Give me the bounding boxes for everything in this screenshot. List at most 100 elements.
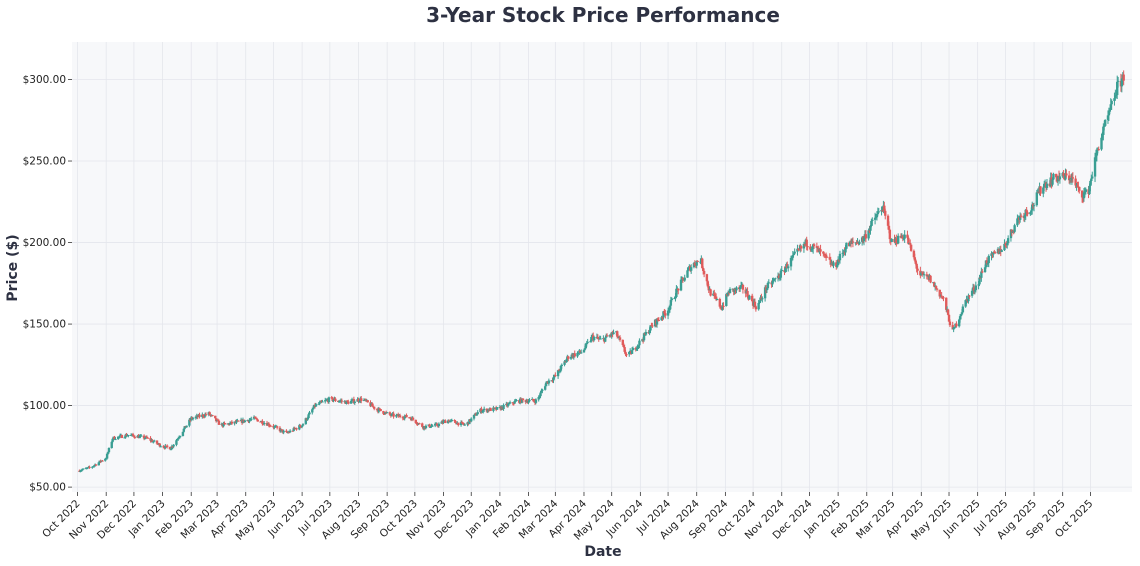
candle — [750, 293, 754, 303]
candle — [851, 237, 855, 248]
candle-body — [774, 278, 777, 280]
candle — [327, 396, 331, 404]
candle — [567, 355, 570, 362]
candle — [835, 260, 838, 270]
candle-body — [953, 327, 956, 329]
candle-body — [718, 298, 722, 307]
candle-body — [421, 423, 424, 427]
candle-body — [618, 337, 622, 340]
candle — [435, 422, 439, 427]
candle-body — [415, 422, 418, 424]
candle-body — [961, 306, 965, 313]
candle-body — [317, 403, 320, 405]
candle-body — [162, 446, 165, 448]
candle — [1043, 180, 1046, 191]
candle-body — [1120, 78, 1124, 87]
candle-body — [185, 425, 188, 428]
candle — [1035, 189, 1039, 207]
candle-body — [155, 440, 159, 444]
candle — [554, 372, 557, 377]
candle-body — [528, 399, 531, 402]
candle — [392, 411, 395, 419]
candle — [463, 423, 466, 426]
candle-body — [382, 411, 385, 414]
candle-body — [262, 423, 265, 425]
candle — [959, 313, 963, 320]
candle-body — [972, 287, 976, 291]
candle — [1082, 188, 1086, 202]
candle-body — [537, 396, 540, 400]
candle-body — [625, 354, 628, 356]
candle-body — [1024, 209, 1027, 215]
candle-body — [299, 426, 303, 428]
candle — [748, 294, 751, 300]
candle-body — [638, 340, 641, 346]
candle-body — [874, 217, 878, 219]
candle-body — [178, 437, 181, 439]
candle-body — [243, 420, 247, 423]
candle-body — [198, 414, 201, 417]
candle-body — [655, 318, 659, 325]
candle-body — [805, 239, 808, 247]
candle-body — [884, 210, 887, 216]
candle — [480, 406, 483, 414]
candle-body — [306, 417, 309, 420]
candle-body — [350, 399, 354, 401]
candle — [360, 395, 363, 404]
candle-body — [1035, 192, 1039, 206]
candle-body — [596, 336, 600, 339]
candle — [715, 298, 719, 301]
candle-body — [757, 302, 760, 310]
candle-body — [935, 288, 939, 290]
candle-body — [828, 257, 832, 260]
candle-body — [539, 392, 542, 397]
candle-body — [448, 420, 452, 423]
candle-body — [763, 287, 767, 299]
candle-body — [750, 295, 754, 302]
candle-body — [1093, 157, 1097, 177]
candle-body — [669, 300, 673, 306]
candle — [314, 402, 318, 407]
candle — [967, 293, 970, 304]
candle-body — [858, 241, 861, 244]
candle — [805, 236, 808, 251]
candle-body — [418, 423, 421, 425]
candle-body — [758, 301, 761, 303]
candle-body — [876, 211, 880, 215]
candle-body — [765, 288, 769, 291]
candle-body — [235, 420, 238, 423]
candle-body — [176, 438, 179, 441]
candle-body — [463, 424, 466, 426]
candle — [787, 264, 790, 272]
candle-body — [994, 252, 997, 254]
candle-body — [158, 443, 161, 447]
candle-body — [660, 317, 663, 321]
candle-body — [1064, 173, 1067, 180]
candle-body — [358, 401, 361, 403]
candle — [1018, 212, 1022, 223]
candle-body — [151, 440, 154, 443]
candle — [301, 423, 305, 426]
candle-body — [502, 404, 505, 409]
candle — [457, 422, 460, 427]
candle-body — [153, 440, 156, 442]
candle — [208, 411, 211, 416]
candle — [133, 435, 137, 439]
candle-body — [1082, 192, 1086, 199]
candle-body — [395, 414, 398, 417]
candle — [364, 398, 368, 402]
candle — [896, 233, 900, 245]
candle-body — [444, 420, 447, 424]
candle — [97, 461, 101, 466]
candle — [168, 446, 172, 450]
candle-body — [1009, 229, 1013, 239]
candle — [793, 248, 796, 255]
candle — [321, 399, 324, 403]
candle-body — [204, 414, 208, 416]
candle-body — [728, 288, 732, 294]
candle-body — [1083, 191, 1087, 193]
candle-body — [569, 357, 573, 359]
candle-body — [844, 248, 847, 253]
candle — [1080, 190, 1084, 203]
candle-body — [1062, 172, 1065, 177]
